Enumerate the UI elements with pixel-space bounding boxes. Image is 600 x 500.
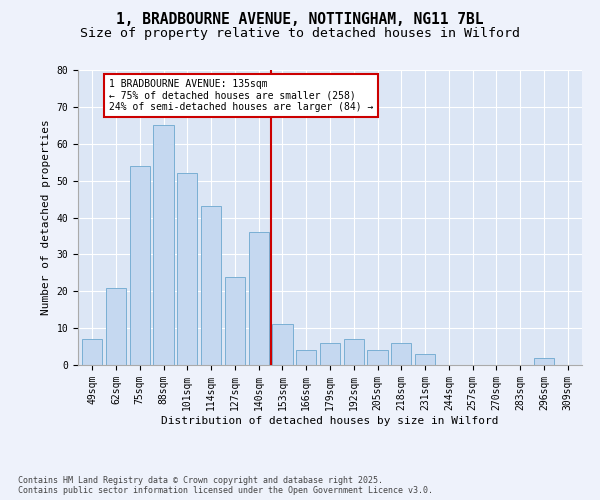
Bar (391, 343, 412, 365)
Bar (296, 350, 316, 365)
Bar (367, 350, 388, 365)
Bar (154, 126, 173, 365)
Bar (534, 358, 554, 365)
Bar (201, 206, 221, 365)
Bar (272, 324, 293, 365)
Bar (344, 339, 364, 365)
Bar (130, 166, 150, 365)
Text: 1 BRADBOURNE AVENUE: 135sqm
← 75% of detached houses are smaller (258)
24% of se: 1 BRADBOURNE AVENUE: 135sqm ← 75% of det… (109, 79, 373, 112)
Bar (415, 354, 435, 365)
Bar (82, 339, 103, 365)
Y-axis label: Number of detached properties: Number of detached properties (41, 120, 51, 316)
Bar (225, 276, 245, 365)
Bar (248, 232, 269, 365)
Bar (177, 174, 197, 365)
Text: Contains HM Land Registry data © Crown copyright and database right 2025.
Contai: Contains HM Land Registry data © Crown c… (18, 476, 433, 495)
Text: Size of property relative to detached houses in Wilford: Size of property relative to detached ho… (80, 28, 520, 40)
Bar (320, 343, 340, 365)
Text: 1, BRADBOURNE AVENUE, NOTTINGHAM, NG11 7BL: 1, BRADBOURNE AVENUE, NOTTINGHAM, NG11 7… (116, 12, 484, 28)
Bar (106, 288, 126, 365)
X-axis label: Distribution of detached houses by size in Wilford: Distribution of detached houses by size … (161, 416, 499, 426)
